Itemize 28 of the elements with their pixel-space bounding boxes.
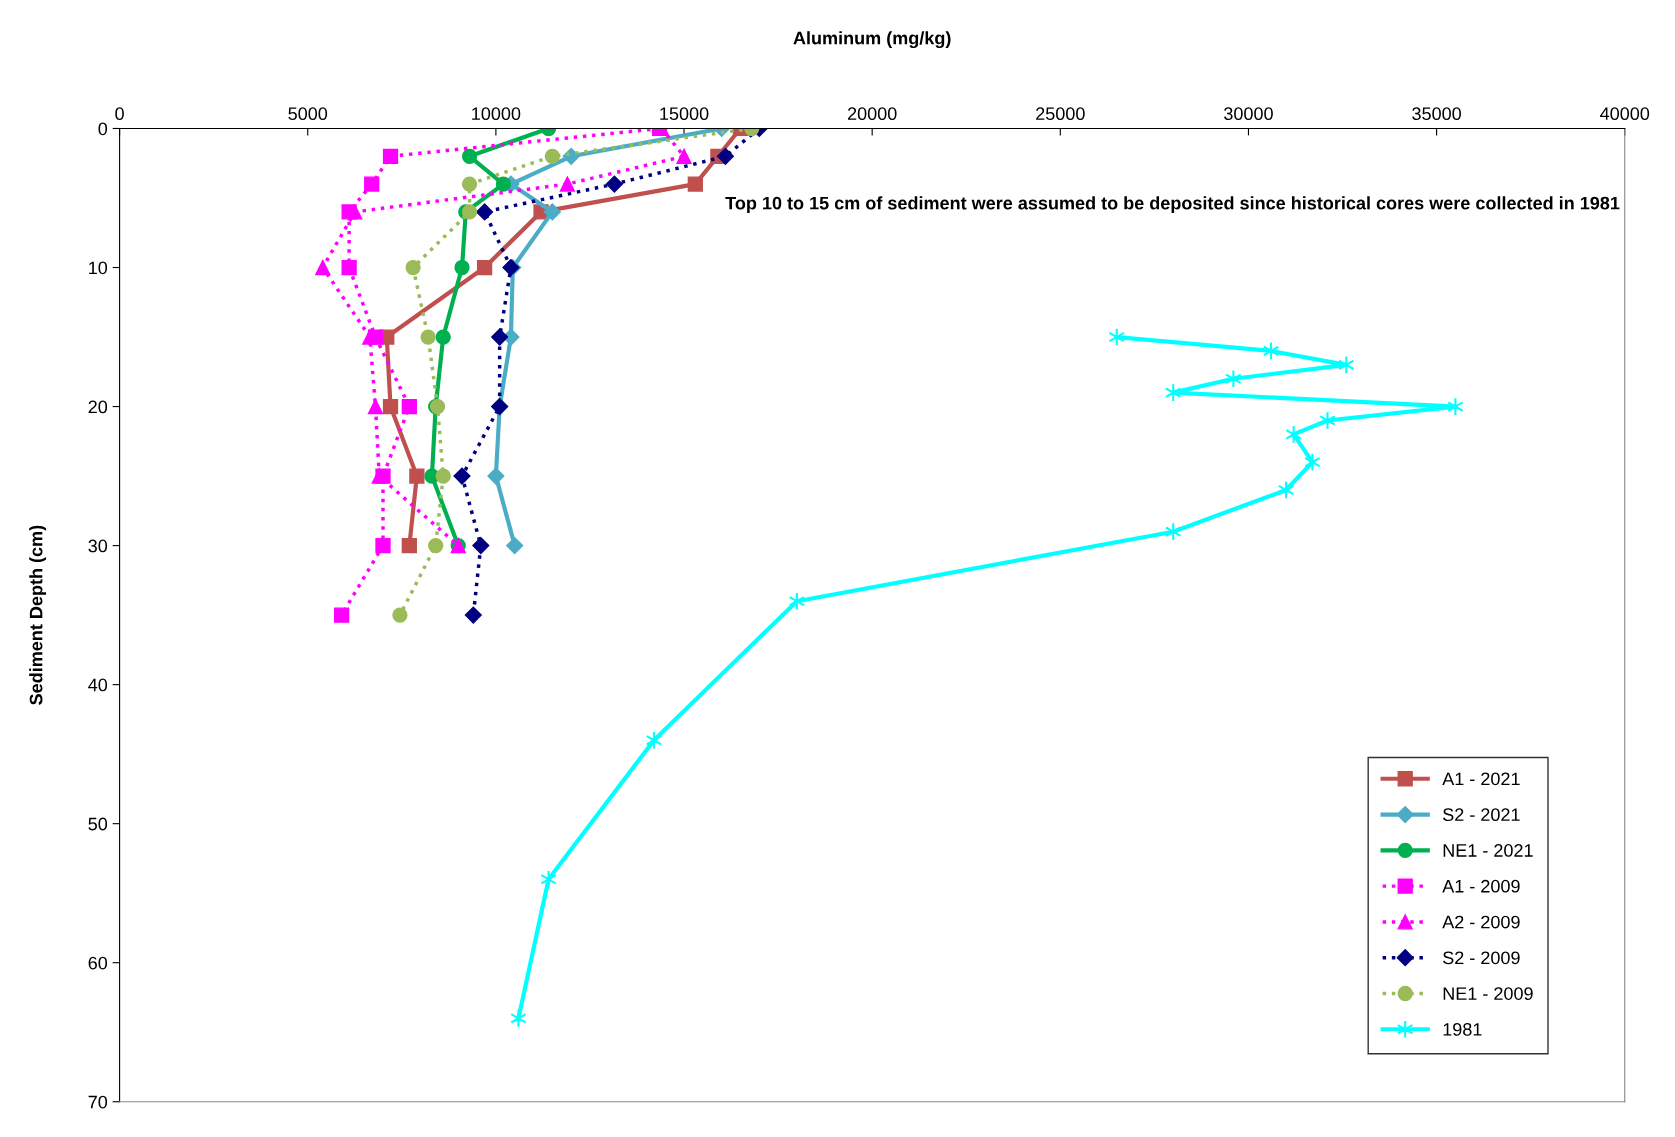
annotation: Top 10 to 15 cm of sediment were assumed to be deposited since historical cores were collected in 1981 xyxy=(725,196,1620,214)
legend-label: A1 - 2009 xyxy=(1442,879,1520,893)
x-tick-label: 40000 xyxy=(1600,107,1650,121)
y-axis-title: Sediment Depth (cm) xyxy=(29,525,47,705)
legend-label: A1 - 2021 xyxy=(1442,772,1520,786)
y-tick-label: 60 xyxy=(88,956,108,970)
x-tick-label: 20000 xyxy=(847,107,897,121)
legend-label: S2 - 2021 xyxy=(1443,808,1520,822)
legend-label: NE1 - 2009 xyxy=(1443,987,1533,1000)
x-tick-label: 25000 xyxy=(1036,107,1085,121)
x-tick-label: 10000 xyxy=(472,107,521,121)
y-tick-label: 20 xyxy=(88,400,108,414)
y-tick-label: 30 xyxy=(88,539,108,553)
legend-label: S2 - 2009 xyxy=(1443,951,1520,965)
x-axis-title: Aluminum (mg/kg) xyxy=(793,31,951,49)
legend-label: A2 - 2009 xyxy=(1442,915,1520,929)
y-tick-label: 0 xyxy=(98,122,108,136)
x-tick-label: 5000 xyxy=(288,107,328,121)
x-tick-label: 15000 xyxy=(660,107,709,121)
x-tick-label: 35000 xyxy=(1412,107,1462,121)
x-tick-label: 0 xyxy=(115,107,124,121)
legend-label: 1981 xyxy=(1443,1023,1482,1036)
y-tick-label: 40 xyxy=(88,678,108,692)
y-tick-label: 50 xyxy=(88,817,108,831)
y-tick-label: 10 xyxy=(89,261,108,275)
x-tick-label: 30000 xyxy=(1224,107,1273,121)
y-tick-label: 70 xyxy=(88,1095,108,1109)
legend-label: NE1 - 2021 xyxy=(1443,844,1533,857)
